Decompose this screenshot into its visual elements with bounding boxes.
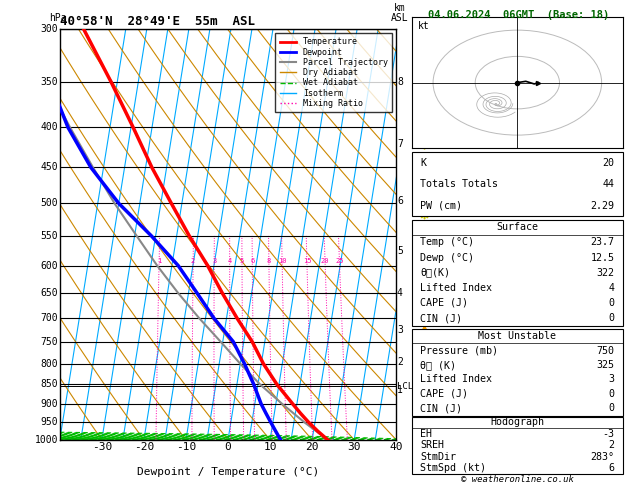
Text: 700: 700 — [40, 313, 58, 323]
Text: 322: 322 — [596, 268, 615, 278]
Text: Totals Totals: Totals Totals — [420, 179, 498, 189]
Text: 20: 20 — [306, 442, 319, 452]
Text: Mixing Ratio (g/kg): Mixing Ratio (g/kg) — [425, 179, 435, 290]
Text: 04.06.2024  06GMT  (Base: 18): 04.06.2024 06GMT (Base: 18) — [428, 10, 610, 20]
Text: 0: 0 — [225, 442, 231, 452]
Text: 450: 450 — [40, 162, 58, 173]
Text: kt: kt — [418, 21, 430, 31]
Text: -20: -20 — [134, 442, 154, 452]
Text: 12.5: 12.5 — [590, 253, 615, 262]
Text: 800: 800 — [40, 359, 58, 369]
Text: 2: 2 — [191, 258, 195, 263]
Text: 550: 550 — [40, 231, 58, 241]
Text: 300: 300 — [40, 24, 58, 34]
Text: 0: 0 — [608, 403, 615, 413]
Text: 20: 20 — [603, 158, 615, 168]
Legend: Temperature, Dewpoint, Parcel Trajectory, Dry Adiabat, Wet Adiabat, Isotherm, Mi: Temperature, Dewpoint, Parcel Trajectory… — [276, 34, 392, 112]
Text: 1: 1 — [397, 385, 403, 396]
Text: -3: -3 — [603, 429, 615, 439]
Text: 750: 750 — [40, 337, 58, 347]
Text: Hodograph: Hodograph — [491, 417, 544, 427]
Text: 1: 1 — [157, 258, 161, 263]
Text: 4: 4 — [397, 288, 403, 298]
Text: Lifted Index: Lifted Index — [420, 375, 493, 384]
Text: PW (cm): PW (cm) — [420, 201, 462, 210]
Text: StmSpd (kt): StmSpd (kt) — [420, 463, 486, 473]
Text: 950: 950 — [40, 417, 58, 427]
Text: 6: 6 — [250, 258, 255, 263]
Text: 283°: 283° — [590, 451, 615, 462]
Text: 23.7: 23.7 — [590, 237, 615, 247]
Text: 600: 600 — [40, 260, 58, 271]
Text: Lifted Index: Lifted Index — [420, 283, 493, 293]
Text: 325: 325 — [596, 360, 615, 370]
Text: 20: 20 — [321, 258, 330, 263]
Text: Temp (°C): Temp (°C) — [420, 237, 474, 247]
Text: hPa: hPa — [49, 13, 67, 23]
Text: 1000: 1000 — [35, 435, 58, 445]
Text: CAPE (J): CAPE (J) — [420, 298, 469, 308]
Text: 5: 5 — [240, 258, 244, 263]
Text: 400: 400 — [40, 122, 58, 132]
Text: 0: 0 — [608, 389, 615, 399]
Text: 0: 0 — [608, 313, 615, 323]
Text: CAPE (J): CAPE (J) — [420, 389, 469, 399]
Text: -30: -30 — [92, 442, 112, 452]
Text: 6: 6 — [397, 196, 403, 207]
Text: SREH: SREH — [420, 440, 445, 450]
Text: CIN (J): CIN (J) — [420, 403, 462, 413]
Text: 900: 900 — [40, 399, 58, 409]
Text: -10: -10 — [176, 442, 196, 452]
Text: 4: 4 — [608, 283, 615, 293]
Text: 25: 25 — [335, 258, 344, 263]
Text: 500: 500 — [40, 198, 58, 208]
Text: 0: 0 — [608, 298, 615, 308]
Text: 350: 350 — [40, 77, 58, 87]
Text: 3: 3 — [608, 375, 615, 384]
Text: 40: 40 — [389, 442, 403, 452]
Text: 650: 650 — [40, 288, 58, 298]
Text: © weatheronline.co.uk: © weatheronline.co.uk — [461, 474, 574, 484]
Text: 750: 750 — [596, 346, 615, 356]
Text: EH: EH — [420, 429, 432, 439]
Text: LCL: LCL — [397, 382, 413, 391]
Text: Surface: Surface — [496, 222, 538, 232]
Text: 2: 2 — [397, 357, 403, 366]
Text: Most Unstable: Most Unstable — [478, 331, 557, 341]
Text: Pressure (mb): Pressure (mb) — [420, 346, 498, 356]
Text: 40°58'N  28°49'E  55m  ASL: 40°58'N 28°49'E 55m ASL — [60, 15, 255, 28]
Text: 10: 10 — [264, 442, 277, 452]
Text: 10: 10 — [278, 258, 286, 263]
Text: θᴄ(K): θᴄ(K) — [420, 268, 450, 278]
Text: K: K — [420, 158, 426, 168]
Text: 8: 8 — [267, 258, 271, 263]
Text: km
ASL: km ASL — [391, 3, 408, 23]
Text: 4: 4 — [228, 258, 232, 263]
Text: CIN (J): CIN (J) — [420, 313, 462, 323]
Text: 7: 7 — [397, 139, 403, 149]
Text: 6: 6 — [608, 463, 615, 473]
Text: 15: 15 — [303, 258, 311, 263]
Text: 5: 5 — [397, 246, 403, 256]
Text: 2.29: 2.29 — [590, 201, 615, 210]
Text: Dewp (°C): Dewp (°C) — [420, 253, 474, 262]
Text: Dewpoint / Temperature (°C): Dewpoint / Temperature (°C) — [137, 467, 319, 477]
Text: 44: 44 — [603, 179, 615, 189]
Text: 2: 2 — [608, 440, 615, 450]
Text: 30: 30 — [347, 442, 361, 452]
Text: 850: 850 — [40, 380, 58, 389]
Text: θᴄ (K): θᴄ (K) — [420, 360, 457, 370]
Text: 3: 3 — [397, 325, 403, 335]
Text: StmDir: StmDir — [420, 451, 457, 462]
Text: 3: 3 — [212, 258, 216, 263]
Text: 8: 8 — [397, 77, 403, 87]
